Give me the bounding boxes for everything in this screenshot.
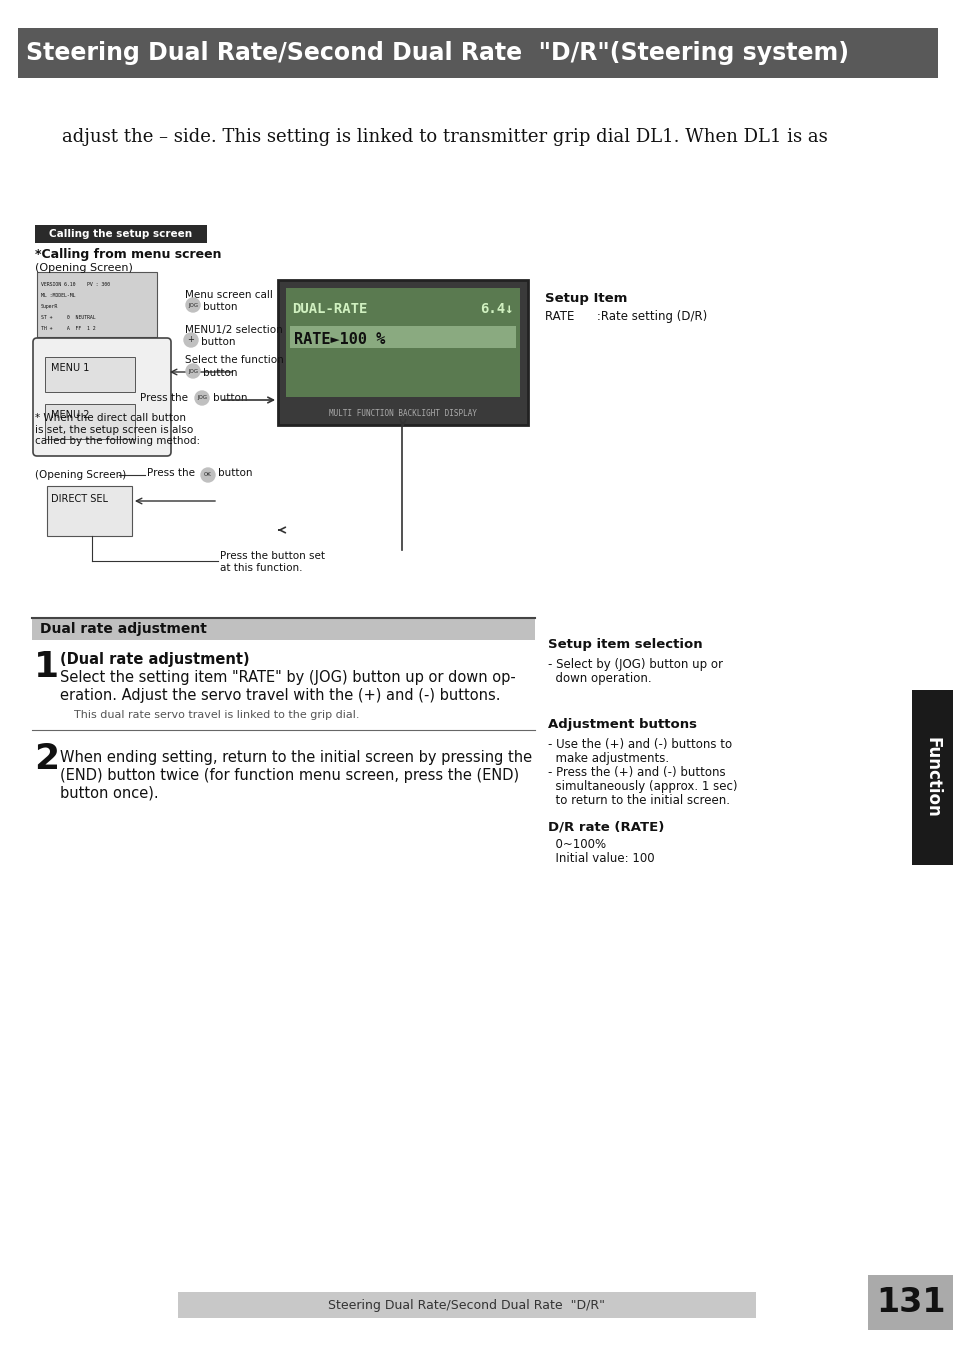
Text: to return to the initial screen.: to return to the initial screen. [547, 794, 729, 807]
Text: Setup Item: Setup Item [544, 293, 627, 305]
Text: When ending setting, return to the initial screen by pressing the: When ending setting, return to the initi… [60, 749, 532, 766]
Text: SuperR: SuperR [41, 305, 58, 309]
Text: Function: Function [923, 737, 941, 818]
Text: This dual rate servo travel is linked to the grip dial.: This dual rate servo travel is linked to… [74, 710, 359, 720]
Text: JOG: JOG [196, 395, 207, 400]
Text: DIRECT SEL: DIRECT SEL [51, 493, 108, 504]
Circle shape [201, 468, 214, 483]
Text: Dual rate adjustment: Dual rate adjustment [40, 621, 207, 636]
Text: (END) button twice (for function menu screen, press the (END): (END) button twice (for function menu sc… [60, 768, 518, 783]
Text: (Opening Screen): (Opening Screen) [35, 470, 126, 480]
Text: button once).: button once). [60, 786, 158, 801]
Bar [178, 1291, 755, 1318]
Text: Steering Dual Rate/Second Dual Rate  "D/R": Steering Dual Rate/Second Dual Rate "D/R… [328, 1298, 605, 1312]
Text: Select the setting item "RATE" by (JOG) button up or down op-: Select the setting item "RATE" by (JOG) … [60, 670, 516, 685]
Text: RATE►100 %: RATE►100 % [294, 332, 385, 346]
Text: Initial value: 100: Initial value: 100 [547, 852, 654, 865]
Text: Menu screen call: Menu screen call [185, 290, 273, 301]
Text: Calling the setup screen: Calling the setup screen [50, 229, 193, 239]
FancyBboxPatch shape [33, 338, 171, 456]
Text: ST +     0  NEUTRAL: ST + 0 NEUTRAL [41, 315, 95, 319]
Bar [18, 28, 937, 78]
Circle shape [184, 333, 198, 346]
Text: TH +     A  FF  1 2: TH + A FF 1 2 [41, 326, 95, 332]
Text: RATE      :Rate setting (D/R): RATE :Rate setting (D/R) [544, 310, 706, 324]
Bar [290, 326, 516, 348]
Text: make adjustments.: make adjustments. [547, 752, 668, 766]
Text: 131: 131 [876, 1286, 944, 1318]
Text: (Opening Screen): (Opening Screen) [35, 263, 132, 274]
Bar [37, 272, 157, 337]
Text: (Dual rate adjustment): (Dual rate adjustment) [60, 652, 250, 667]
Text: adjust the – side. This setting is linked to transmitter grip dial DL1. When DL1: adjust the – side. This setting is linke… [62, 128, 827, 146]
Text: D/R rate (RATE): D/R rate (RATE) [547, 820, 663, 833]
Bar [35, 225, 207, 243]
Text: JOG: JOG [188, 368, 198, 373]
Text: 0~100%: 0~100% [547, 838, 605, 851]
Text: DUAL-RATE: DUAL-RATE [292, 302, 367, 315]
Text: button: button [218, 468, 253, 479]
Text: button: button [201, 337, 235, 346]
Bar [47, 487, 132, 537]
Circle shape [186, 364, 200, 377]
Text: MULTI FUNCTION BACKLIGHT DISPLAY: MULTI FUNCTION BACKLIGHT DISPLAY [329, 410, 476, 418]
Bar [277, 280, 527, 425]
Bar [286, 288, 519, 398]
Text: - Use the (+) and (-) buttons to: - Use the (+) and (-) buttons to [547, 737, 731, 751]
Text: - Select by (JOG) button up or: - Select by (JOG) button up or [547, 658, 722, 671]
Text: Press the: Press the [140, 394, 188, 403]
Text: - Press the (+) and (-) buttons: - Press the (+) and (-) buttons [547, 766, 725, 779]
Text: button: button [203, 368, 237, 377]
Circle shape [186, 298, 200, 311]
Text: Adjustment buttons: Adjustment buttons [547, 718, 697, 731]
Text: 2: 2 [34, 741, 59, 776]
Text: OK: OK [204, 473, 212, 477]
Bar [32, 617, 535, 640]
Text: eration. Adjust the servo travel with the (+) and (-) buttons.: eration. Adjust the servo travel with th… [60, 687, 500, 704]
Text: button: button [203, 302, 237, 311]
Text: 1: 1 [34, 650, 59, 683]
Text: MENU1/2 selection: MENU1/2 selection [185, 325, 282, 336]
Bar [45, 357, 135, 392]
Text: Select the function: Select the function [185, 355, 283, 365]
Text: Setup item selection: Setup item selection [547, 638, 702, 651]
Text: JOG: JOG [188, 302, 198, 307]
Text: Steering Dual Rate/Second Dual Rate  "D/R"(Steering system): Steering Dual Rate/Second Dual Rate "D/R… [26, 40, 848, 65]
Text: *Calling from menu screen: *Calling from menu screen [35, 248, 221, 262]
Text: ML :MODEL-ML: ML :MODEL-ML [41, 293, 75, 298]
Bar [45, 404, 135, 439]
Text: MENU 1: MENU 1 [51, 363, 90, 373]
Text: Press the button set
at this function.: Press the button set at this function. [220, 551, 325, 573]
Text: Press the: Press the [147, 468, 194, 479]
Text: button: button [213, 394, 247, 403]
Bar [867, 1275, 953, 1330]
Text: 6.4↓: 6.4↓ [480, 302, 514, 315]
Text: +: + [188, 336, 194, 345]
Bar [911, 690, 953, 865]
Text: VERSION 6.10    PV : 300: VERSION 6.10 PV : 300 [41, 282, 110, 287]
Text: down operation.: down operation. [547, 673, 651, 685]
Text: * When the direct call button
is set, the setup screen is also
called by the fol: * When the direct call button is set, th… [35, 412, 200, 446]
Text: simultaneously (approx. 1 sec): simultaneously (approx. 1 sec) [547, 780, 737, 793]
Circle shape [194, 391, 209, 404]
Text: MENU 2: MENU 2 [51, 410, 90, 421]
